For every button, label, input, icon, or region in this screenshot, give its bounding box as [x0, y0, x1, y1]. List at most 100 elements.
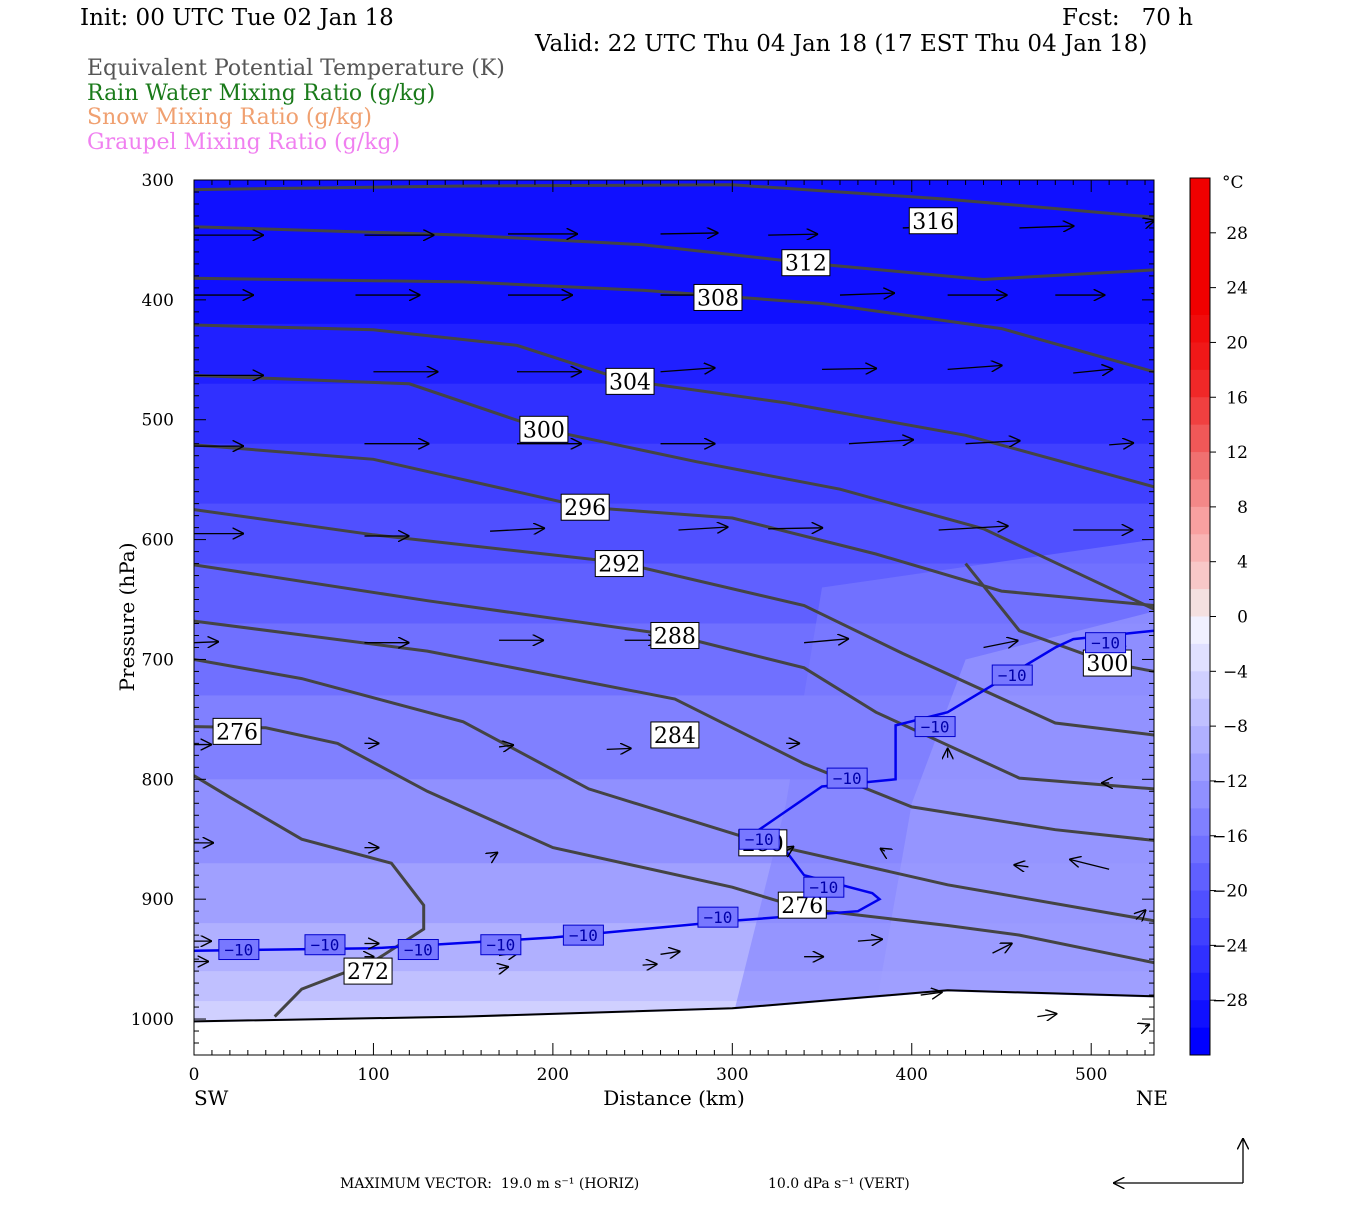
plot-frame	[193, 179, 1155, 1056]
colorbar-swatch	[1190, 890, 1210, 919]
wind-vector	[1109, 443, 1134, 445]
max-vector-footer: MAXIMUM VECTOR: 19.0 m s⁻¹ (HORIZ) 10.0 …	[340, 1176, 910, 1224]
isotherm-label: −10	[921, 718, 950, 737]
colorbar-swatch	[1190, 780, 1210, 809]
shading-band	[194, 383, 1154, 445]
x-left-end-label: SW	[194, 1086, 229, 1110]
colorbar-label: 0	[1237, 608, 1248, 628]
theta-e-label: 300	[523, 418, 565, 443]
theta-e-contour	[194, 774, 426, 1018]
colorbar-swatch	[1190, 698, 1210, 727]
wind-vector	[194, 642, 219, 643]
theta-e-contour	[194, 443, 1154, 607]
colorbar-label: −4	[1223, 662, 1248, 682]
isotherm-label-box	[397, 939, 439, 961]
legend-theta-e: Equivalent Potential Temperature (K)	[87, 56, 505, 81]
max-vector-horizontal: MAXIMUM VECTOR: 19.0 m s⁻¹ (HORIZ)	[340, 1176, 640, 1192]
colorbar-swatch	[1190, 671, 1210, 700]
theta-e-contour	[194, 989, 1154, 1023]
colorbar-swatch	[1190, 643, 1210, 672]
isotherm-label: −10	[809, 878, 838, 897]
colorbar-label: −20	[1212, 882, 1248, 902]
theta-e-label: 304	[609, 370, 651, 395]
wind-vector	[768, 528, 823, 529]
y-tick-label: 800	[142, 770, 174, 790]
isotherm-label: −10	[1091, 634, 1120, 653]
colorbar-swatch	[1190, 342, 1210, 371]
isotherm-label-box	[218, 939, 260, 961]
colorbar-swatch	[1190, 1027, 1210, 1056]
theta-e-contour	[194, 658, 1154, 923]
colorbar-swatch	[1190, 232, 1210, 261]
colorbar-swatch	[1190, 397, 1210, 426]
colorbar-label: 8	[1237, 498, 1248, 518]
colorbar-swatch	[1190, 205, 1210, 234]
isotherm-label-box	[738, 828, 780, 850]
wind-vector	[839, 293, 895, 295]
theta-e-label-box	[519, 415, 569, 443]
wind-vector	[642, 964, 658, 965]
colorbar: 28 24 20 16 12 8 4 0 −4 −8 −12 −16 −20 −24 −28 °C	[1189, 173, 1248, 1056]
axes: 300 400 500 600 700 800 900 1000 0 100 200 300 400 50…	[115, 171, 1168, 1110]
isotherm-label: −10	[311, 936, 340, 955]
x-right-end-label: NE	[1136, 1086, 1168, 1110]
colorbar-label: −16	[1212, 827, 1248, 847]
colorbar-swatch	[1190, 479, 1210, 508]
legend-graupel: Graupel Mixing Ratio (g/kg)	[87, 130, 401, 155]
colorbar-label: −24	[1212, 936, 1248, 956]
theta-e-label: 308	[697, 286, 739, 311]
colorbar-unit: °C	[1222, 173, 1244, 193]
colorbar-swatch	[1190, 287, 1210, 316]
x-tick-label: 500	[1075, 1065, 1107, 1085]
shading-below-ground	[194, 991, 1154, 1055]
theta-e-contour	[194, 373, 1154, 611]
colorbar-label: 16	[1226, 388, 1248, 408]
wind-vector	[678, 527, 728, 530]
theta-e-contour	[194, 563, 1154, 791]
colorbar-swatch	[1190, 863, 1210, 892]
isotherm-labels: −10 −10 −10 −10 −10 −10 −10 −10 −10 −10 −10 −10	[218, 632, 1127, 961]
colorbar-label: −8	[1223, 717, 1248, 737]
wind-vector	[606, 748, 632, 749]
isotherm-label-box	[480, 934, 522, 956]
colorbar-swatch	[1190, 835, 1210, 864]
wind-vector	[920, 992, 943, 995]
colorbar-swatch	[1190, 369, 1210, 398]
legend-rain-water: Rain Water Mixing Ratio (g/kg)	[87, 81, 436, 106]
wind-vectors	[194, 220, 1164, 1026]
theta-e-label-box	[594, 550, 644, 578]
y-tick-label: 900	[142, 890, 174, 910]
theta-e-label: 276	[781, 894, 823, 919]
wind-vector	[498, 745, 514, 747]
colorbar-swatch	[1190, 315, 1210, 343]
isotherm-label-box	[991, 664, 1033, 686]
isotherm-label-box	[697, 906, 739, 928]
theta-e-label: 276	[216, 720, 258, 745]
colorbar-swatch	[1190, 917, 1210, 946]
legend-snow: Snow Mixing Ratio (g/kg)	[87, 105, 372, 130]
colorbar-swatch	[1190, 753, 1210, 782]
wind-vector	[1136, 910, 1146, 920]
colorbar-swatch	[1190, 178, 1210, 206]
y-tick-label: 400	[142, 291, 174, 311]
y-tick-label: 600	[142, 531, 174, 551]
init-time-label: Init: 00 UTC Tue 02 Jan 18	[80, 5, 394, 31]
colorbar-label: −12	[1212, 772, 1248, 792]
y-tick-label: 1000	[131, 1010, 174, 1030]
wind-vector	[1013, 865, 1029, 867]
x-tick-label: 300	[716, 1065, 748, 1085]
x-axis-title: Distance (km)	[603, 1086, 745, 1110]
colorbar-label: 28	[1226, 224, 1248, 244]
wind-vector	[1073, 369, 1113, 373]
isotherm-label-box	[304, 934, 346, 956]
theta-e-label: 284	[654, 724, 696, 749]
wind-vector	[768, 234, 818, 235]
theta-e-contour	[194, 225, 1154, 282]
colorbar-swatch	[1190, 506, 1210, 535]
colorbar-label: 4	[1237, 553, 1248, 573]
isotherm-label: −10	[569, 926, 598, 945]
wind-vector	[880, 848, 885, 851]
wind-vector	[1154, 297, 1164, 299]
wind-vector	[1069, 859, 1110, 870]
